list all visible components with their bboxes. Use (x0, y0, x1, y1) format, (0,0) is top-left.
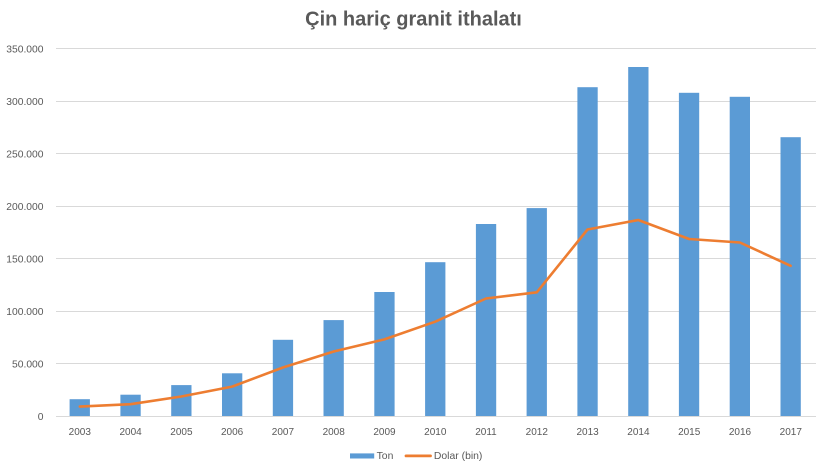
svg-text:2015: 2015 (678, 427, 701, 438)
svg-text:2004: 2004 (119, 427, 142, 438)
svg-text:150.000: 150.000 (6, 254, 43, 265)
svg-text:2010: 2010 (424, 427, 447, 438)
svg-text:2014: 2014 (627, 427, 650, 438)
svg-text:2006: 2006 (221, 427, 244, 438)
svg-text:2009: 2009 (373, 427, 396, 438)
svg-text:300.000: 300.000 (6, 97, 43, 108)
svg-text:350.000: 350.000 (6, 44, 43, 55)
svg-text:Dolar (bin): Dolar (bin) (434, 451, 483, 462)
svg-text:2013: 2013 (576, 427, 599, 438)
svg-text:2005: 2005 (170, 427, 193, 438)
svg-text:2012: 2012 (526, 427, 549, 438)
svg-text:200.000: 200.000 (6, 202, 43, 213)
svg-text:2008: 2008 (323, 427, 346, 438)
svg-text:2007: 2007 (272, 427, 295, 438)
svg-text:2016: 2016 (729, 427, 752, 438)
svg-text:50.000: 50.000 (12, 359, 44, 370)
svg-text:100.000: 100.000 (6, 307, 43, 318)
svg-text:Ton: Ton (377, 451, 394, 462)
svg-text:2011: 2011 (475, 427, 497, 438)
svg-text:2003: 2003 (69, 427, 92, 438)
svg-text:2017: 2017 (780, 427, 803, 438)
svg-text:Çin hariç granit ithalatı: Çin hariç granit ithalatı (305, 8, 522, 30)
svg-text:250.000: 250.000 (6, 149, 43, 160)
svg-text:0: 0 (38, 412, 44, 423)
